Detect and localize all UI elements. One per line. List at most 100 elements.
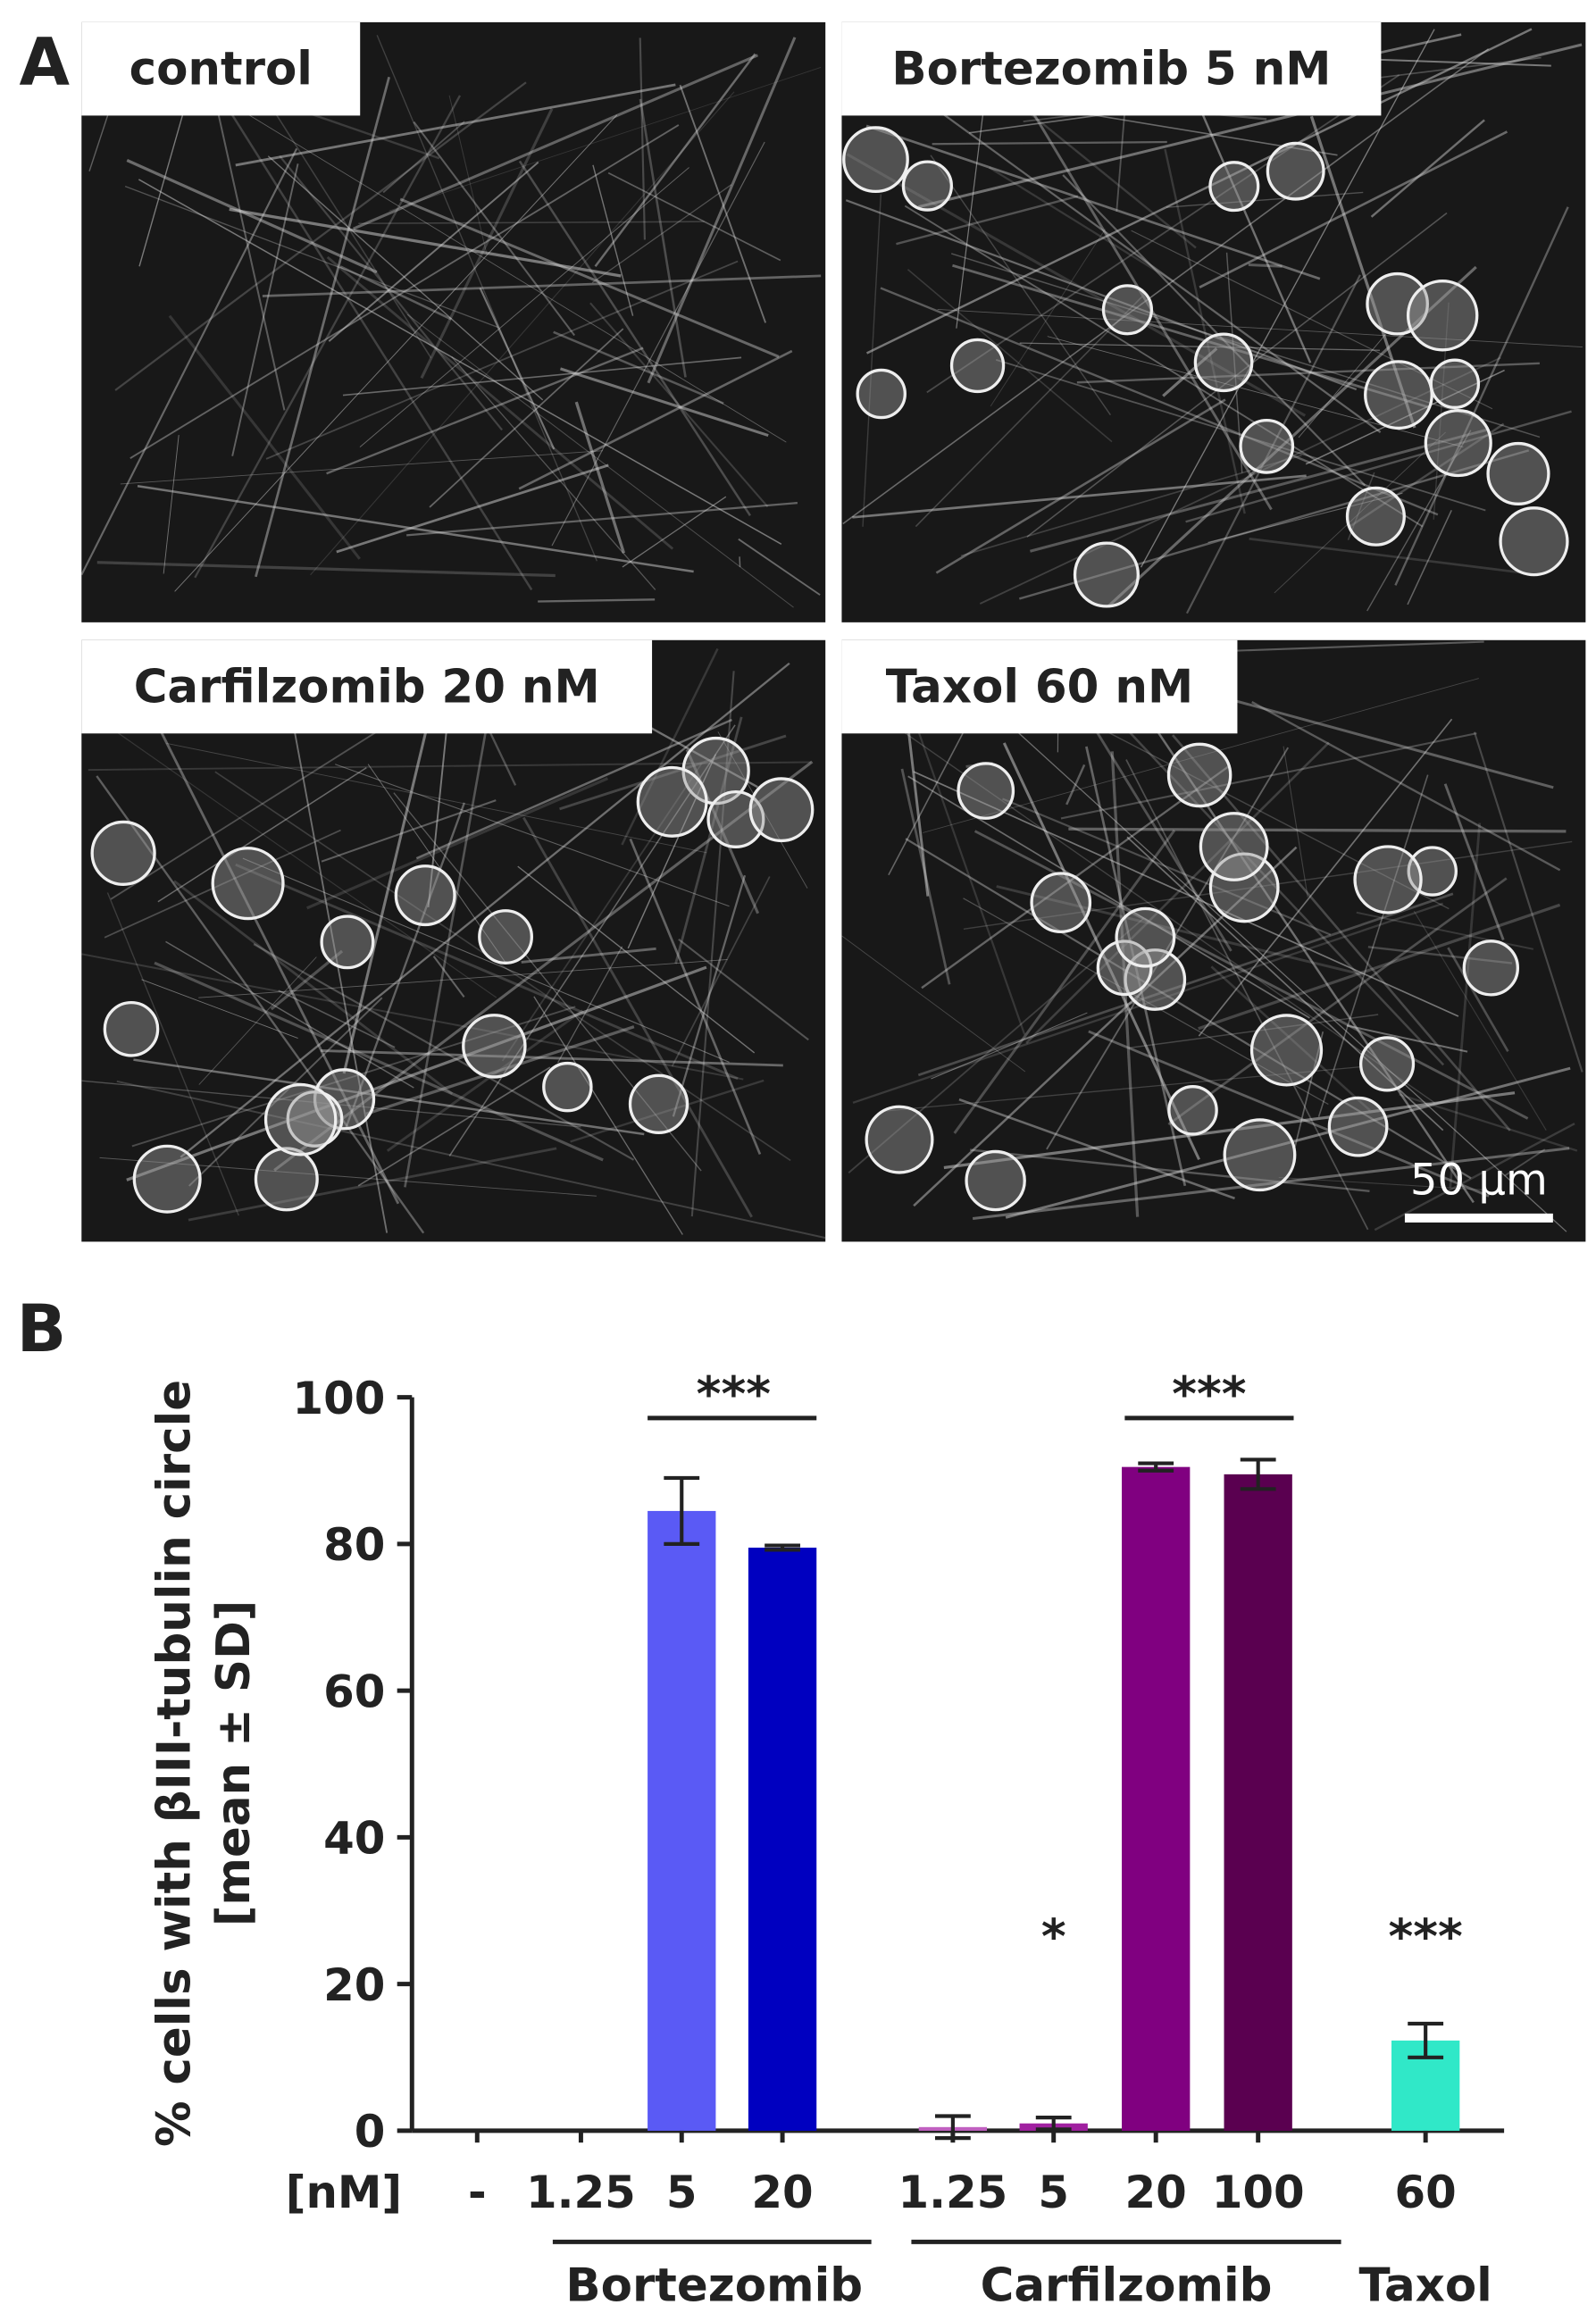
cell — [1030, 872, 1092, 934]
neurite — [865, 706, 1435, 1104]
group-label: Carfilzomib — [981, 2259, 1273, 2313]
panel-letter: B — [17, 1291, 67, 1367]
neurite — [432, 956, 465, 998]
neurite — [960, 455, 1302, 557]
group-label: Bortezomib — [565, 2259, 863, 2313]
neurite — [905, 838, 1472, 1180]
neurite — [415, 718, 732, 860]
neurite — [521, 947, 656, 964]
cell — [856, 368, 907, 420]
micrograph: Taxol 60 nM — [841, 639, 1586, 1242]
cell — [1101, 284, 1154, 336]
error-bar — [1408, 2021, 1444, 2059]
neurite — [96, 775, 425, 1234]
neurite — [165, 940, 414, 1089]
neurite — [1298, 330, 1389, 438]
significance: *** — [1172, 1367, 1246, 1423]
neurite — [451, 356, 656, 590]
cell — [132, 1144, 202, 1214]
neurite — [1030, 428, 1490, 553]
neurite — [501, 763, 703, 1062]
panel-letter: A — [20, 25, 71, 101]
neurite — [207, 69, 286, 411]
neurite — [1413, 910, 1547, 1131]
neurite — [953, 829, 1176, 1134]
neurite — [99, 1156, 597, 1197]
neurite — [973, 830, 1529, 1120]
neurite — [865, 28, 1533, 355]
neurite — [198, 959, 728, 998]
bar — [1224, 1474, 1292, 2131]
neurite — [389, 67, 822, 212]
neurite — [420, 108, 554, 379]
neurite — [627, 754, 717, 949]
neurite — [130, 124, 680, 459]
neurite — [1062, 174, 1366, 487]
neurite — [328, 161, 539, 342]
neurite — [242, 857, 730, 1063]
neurite — [198, 956, 317, 1085]
neurite — [141, 979, 298, 1040]
neurite — [1166, 191, 1364, 208]
neurite — [1125, 759, 1369, 1231]
neurite — [992, 709, 1567, 1232]
label-box — [841, 21, 1382, 116]
neurite — [879, 1065, 1363, 1113]
neurite — [517, 865, 756, 1054]
cell — [313, 1068, 376, 1131]
neurite — [235, 83, 676, 167]
neurite — [413, 121, 576, 337]
neurite — [1309, 115, 1416, 429]
error-bar — [1240, 1457, 1276, 1491]
error-bar — [1138, 1461, 1174, 1473]
cell — [1462, 939, 1520, 997]
cell — [842, 126, 909, 194]
neurite — [126, 965, 707, 1182]
neurite — [211, 92, 787, 443]
neurite — [1249, 537, 1524, 574]
y-axis-label: % cells with βIII-tubulin circle — [147, 1380, 201, 2147]
neurite — [1005, 1066, 1571, 1219]
neurite — [1164, 148, 1246, 514]
neurite — [1305, 369, 1505, 465]
neurite — [393, 792, 702, 1172]
neurite — [81, 953, 744, 1081]
neurite — [281, 664, 389, 1233]
cell — [286, 1090, 344, 1148]
error-bar — [664, 1475, 700, 1546]
neurite — [235, 863, 739, 1081]
neurite — [574, 401, 626, 554]
x-tick-label: 20 — [1125, 2167, 1187, 2218]
neurite — [852, 902, 1443, 1104]
neurite — [1199, 130, 1508, 288]
neurite — [1065, 764, 1086, 806]
bar — [648, 1510, 716, 2131]
neurite — [880, 287, 1439, 516]
neurite — [592, 164, 634, 316]
neurite — [278, 989, 396, 1048]
neurite — [353, 54, 758, 230]
neurite — [907, 269, 1113, 443]
cell — [1366, 271, 1429, 336]
cell — [320, 914, 375, 970]
neurite — [279, 154, 503, 431]
neurite — [1167, 877, 1508, 1126]
neurite — [336, 463, 609, 554]
cell — [1486, 441, 1550, 505]
error-bar — [1035, 2116, 1072, 2132]
neurite — [591, 184, 732, 284]
neurite — [124, 186, 499, 329]
neurite — [905, 86, 1382, 433]
neurite — [841, 935, 1026, 1073]
neurite — [339, 265, 452, 321]
micrograph-bg — [841, 21, 1586, 622]
neurite — [918, 43, 1583, 209]
cell — [462, 1014, 527, 1079]
neurite — [168, 314, 361, 560]
neurite — [533, 996, 683, 1235]
y-tick-label: 100 — [293, 1373, 386, 1424]
neurite — [607, 171, 781, 262]
neurite — [671, 876, 771, 1067]
neurite — [1447, 947, 1509, 1052]
significance: * — [1041, 1909, 1066, 1965]
